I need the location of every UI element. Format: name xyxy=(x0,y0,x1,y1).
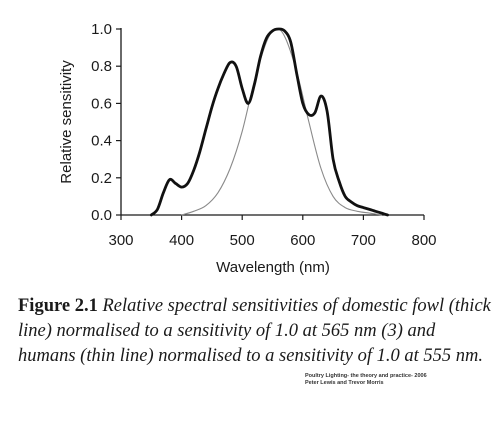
credit-line-1: Poultry Lighting- the theory and practic… xyxy=(305,373,427,379)
x-tick-label: 800 xyxy=(411,232,436,249)
x-tick-label: 500 xyxy=(230,232,255,249)
series-line-thick xyxy=(149,27,389,217)
y-axis-label: Relative sensitivity xyxy=(58,60,75,184)
y-tick-label: 1.0 xyxy=(91,21,112,38)
y-tick-label: 0.8 xyxy=(91,58,112,75)
x-tick-label: 700 xyxy=(351,232,376,249)
y-tick-label: 0.4 xyxy=(91,133,112,150)
series-line-thin xyxy=(181,28,383,216)
y-tick-label: 0.0 xyxy=(91,207,112,224)
x-tick-label: 600 xyxy=(290,232,315,249)
figure-caption-text: Relative spectral sensitivities of domes… xyxy=(18,296,491,366)
credit-line-2: Peter Lewis and Trevor Morris xyxy=(305,380,384,386)
x-axis-label: Wavelength (nm) xyxy=(216,259,330,276)
x-tick-label: 300 xyxy=(108,232,133,249)
y-tick-label: 0.2 xyxy=(91,170,112,187)
figure-caption: Figure 2.1 Relative spectral sensitiviti… xyxy=(18,294,494,369)
figure-label: Figure 2.1 xyxy=(18,296,98,316)
source-credit: Poultry Lighting- the theory and practic… xyxy=(305,373,427,387)
x-tick-label: 400 xyxy=(169,232,194,249)
plot-area: 0.0 0.2 0.4 0.6 0.8 1.0 300 400 500 600 700 800 xyxy=(91,21,436,249)
chart: 0.0 0.2 0.4 0.6 0.8 1.0 300 400 500 600 700 800 Wav… xyxy=(58,21,437,276)
y-tick-label: 0.6 xyxy=(91,95,112,112)
